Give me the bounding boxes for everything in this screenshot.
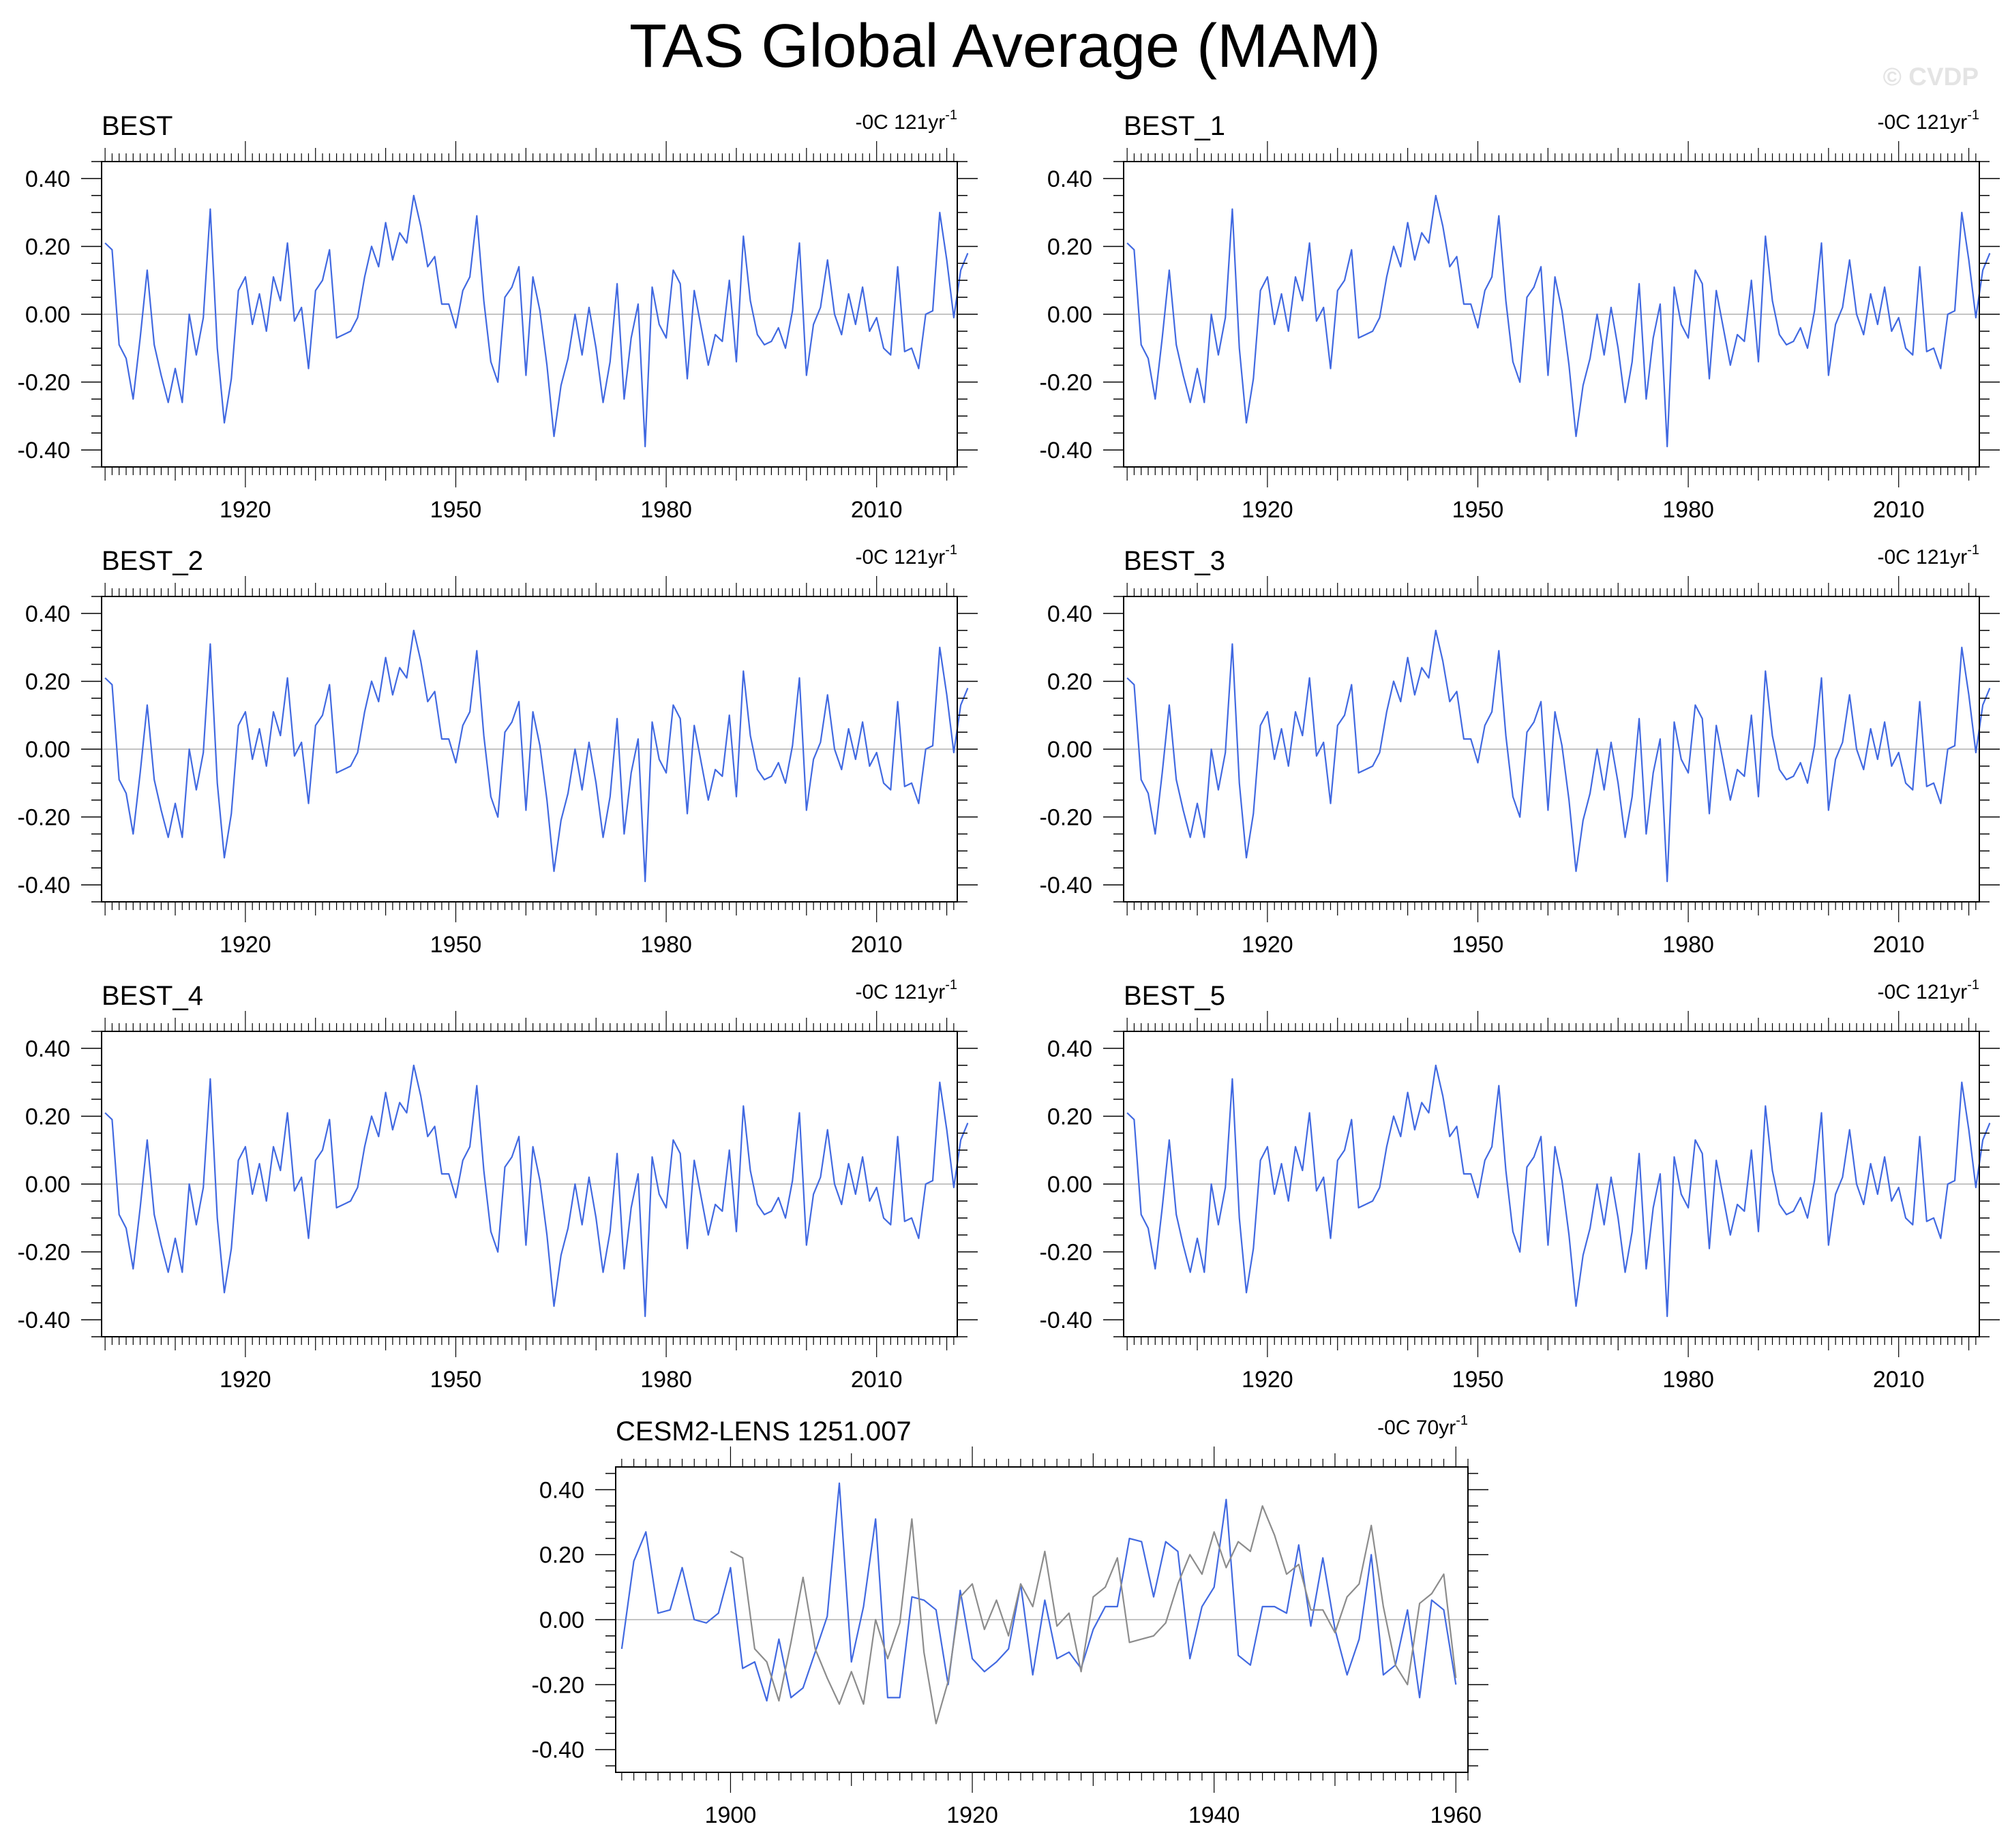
y-tick-label: 0.00 [25, 737, 70, 763]
x-tick-label: 2010 [1873, 932, 1925, 958]
x-tick-label: 1980 [640, 497, 692, 523]
x-tick-label: 1950 [430, 497, 482, 523]
x-tick-label: 1940 [1188, 1802, 1240, 1828]
y-tick-label: 0.20 [25, 234, 70, 260]
x-tick-label: 2010 [851, 497, 903, 523]
y-tick-label: -0.20 [18, 805, 71, 831]
trend-label: -0C 121yr-1 [855, 108, 957, 134]
y-tick-label: 0.00 [25, 302, 70, 328]
trend-label: -0C 70yr-1 [1377, 1413, 1468, 1439]
panel-title: BEST_2 [102, 546, 203, 576]
y-tick-label: 0.40 [1047, 601, 1092, 627]
x-tick-label: 2010 [851, 932, 903, 958]
series-line-cesm2-lens-1251-007-simulated [620, 1482, 1457, 1702]
panel-best: -0.40 -0.20 0.00 0.20 0.40 1920 1950 1980 2010 BE… [18, 108, 978, 523]
x-tick-label: 1920 [946, 1802, 998, 1828]
y-tick-label: 0.40 [1047, 166, 1092, 192]
panel-best-3: -0.40 -0.20 0.00 0.20 0.40 1920 1950 1980 2010 BE… [1040, 543, 2000, 958]
series-line-best-observed [730, 1505, 1457, 1725]
y-tick-label: -0.20 [1040, 805, 1093, 831]
x-tick-label: 1950 [1452, 932, 1504, 958]
panel-best-1: -0.40 -0.20 0.00 0.20 0.40 1920 1950 1980 2010 BE… [1040, 108, 2000, 523]
y-tick-label: 0.40 [1047, 1036, 1092, 1062]
x-tick-label: 1960 [1430, 1802, 1482, 1828]
panel-best-5: -0.40 -0.20 0.00 0.20 0.40 1920 1950 1980 2010 BE… [1040, 978, 2000, 1393]
y-tick-label: 0.40 [25, 166, 70, 192]
y-tick-label: 0.00 [1047, 1172, 1092, 1198]
x-tick-label: 1920 [1242, 932, 1293, 958]
x-tick-label: 2010 [1873, 497, 1925, 523]
y-tick-label: 0.40 [25, 601, 70, 627]
x-tick-label: 1920 [220, 1367, 271, 1393]
panel-title: BEST_3 [1124, 546, 1225, 576]
panel-best-4: -0.40 -0.20 0.00 0.20 0.40 1920 1950 1980 2010 BE… [18, 978, 978, 1393]
y-tick-label: 0.20 [539, 1543, 584, 1569]
panel-best-2: -0.40 -0.20 0.00 0.20 0.40 1920 1950 1980 2010 BE… [18, 543, 978, 958]
y-tick-label: -0.40 [1040, 1307, 1093, 1333]
x-tick-label: 2010 [1873, 1367, 1925, 1393]
y-tick-label: 0.20 [25, 669, 70, 695]
page-title: TAS Global Average (MAM) [629, 12, 1381, 80]
x-tick-label: 1950 [1452, 497, 1504, 523]
y-tick-label: 0.20 [25, 1104, 70, 1130]
cvdp-watermark: © CVDP [1882, 63, 1979, 91]
y-tick-label: -0.40 [18, 873, 71, 898]
y-tick-label: 0.40 [25, 1036, 70, 1062]
panel-title: CESM2-LENS 1251.007 [616, 1417, 912, 1446]
x-tick-label: 2010 [851, 1367, 903, 1393]
y-tick-label: -0.20 [532, 1672, 585, 1698]
panel-title: BEST_5 [1124, 981, 1225, 1011]
x-tick-label: 1920 [220, 932, 271, 958]
y-tick-label: -0.20 [1040, 370, 1093, 396]
series-line-best-3-observed [1126, 629, 1991, 883]
series-line-best-2-observed [104, 629, 969, 883]
x-tick-label: 1920 [220, 497, 271, 523]
x-tick-label: 1980 [640, 1367, 692, 1393]
x-tick-label: 1950 [1452, 1367, 1504, 1393]
trend-label: -0C 121yr-1 [1877, 543, 1979, 569]
panel-title: BEST_4 [102, 981, 203, 1011]
trend-label: -0C 121yr-1 [855, 543, 957, 569]
y-tick-label: -0.20 [18, 370, 71, 396]
trend-label: -0C 121yr-1 [855, 978, 957, 1003]
y-tick-label: 0.00 [539, 1607, 584, 1633]
x-tick-label: 1950 [430, 932, 482, 958]
trend-label: -0C 121yr-1 [1877, 978, 1979, 1003]
y-tick-label: -0.40 [532, 1738, 585, 1763]
x-tick-label: 1920 [1242, 1367, 1293, 1393]
y-tick-label: -0.40 [1040, 873, 1093, 898]
x-tick-label: 1980 [640, 932, 692, 958]
y-tick-label: -0.40 [18, 1307, 71, 1333]
y-tick-label: 0.00 [1047, 737, 1092, 763]
y-tick-label: 0.00 [1047, 302, 1092, 328]
y-tick-label: -0.20 [1040, 1240, 1093, 1266]
panel-title: BEST [102, 111, 172, 141]
panel-cesm2-lens-1251-007: -0.40 -0.20 0.00 0.20 0.40 1900 1920 1940 1960 CE… [532, 1413, 1488, 1828]
trend-label: -0C 121yr-1 [1877, 108, 1979, 134]
y-tick-label: 0.20 [1047, 1104, 1092, 1130]
series-line-best-observed [104, 194, 969, 448]
x-tick-label: 1980 [1662, 497, 1714, 523]
x-tick-label: 1980 [1662, 1367, 1714, 1393]
x-tick-label: 1950 [430, 1367, 482, 1393]
y-tick-label: -0.20 [18, 1240, 71, 1266]
y-tick-label: -0.40 [1040, 438, 1093, 464]
y-tick-label: 0.00 [25, 1172, 70, 1198]
series-line-best-1-observed [1126, 194, 1991, 448]
y-tick-label: 0.20 [1047, 234, 1092, 260]
x-tick-label: 1900 [705, 1802, 757, 1828]
y-tick-label: -0.40 [18, 438, 71, 464]
y-tick-label: 0.40 [539, 1477, 584, 1503]
panel-title: BEST_1 [1124, 111, 1225, 141]
x-tick-label: 1920 [1242, 497, 1293, 523]
x-tick-label: 1980 [1662, 932, 1714, 958]
y-tick-label: 0.20 [1047, 669, 1092, 695]
series-line-best-4-observed [104, 1064, 969, 1318]
series-line-best-5-observed [1126, 1064, 1991, 1318]
